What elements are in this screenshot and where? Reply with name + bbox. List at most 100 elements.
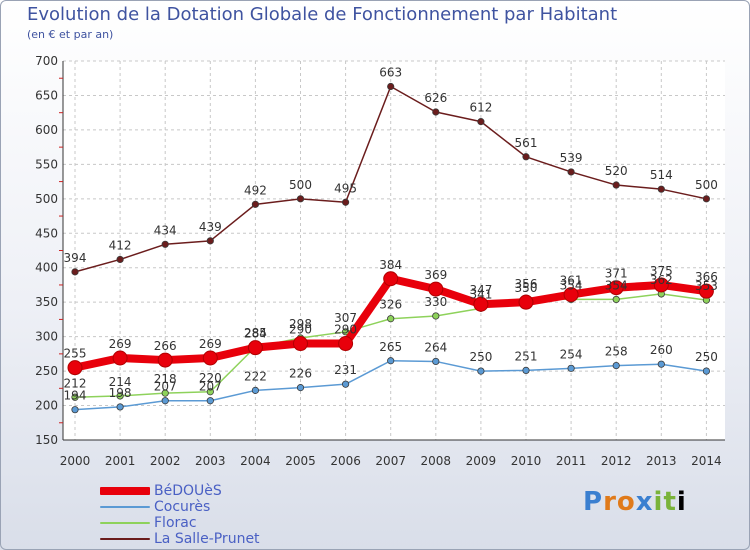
data-label: 214: [109, 375, 132, 389]
data-label: 354: [605, 278, 628, 292]
data-point: [387, 315, 395, 323]
data-label: 362: [650, 273, 673, 287]
y-tick-label: 550: [35, 157, 58, 171]
legend-label: La Salle-Prunet: [154, 531, 260, 547]
data-label: 514: [650, 168, 673, 182]
data-label: 254: [560, 347, 583, 361]
data-point: [428, 281, 444, 297]
data-label: 500: [289, 178, 312, 192]
legend-swatch: [100, 522, 150, 524]
x-tick-label: 2004: [240, 454, 271, 468]
data-point: [608, 280, 624, 296]
data-label: 269: [109, 337, 132, 351]
x-tick-label: 2005: [285, 454, 316, 468]
data-point: [71, 393, 79, 401]
data-label: 220: [199, 371, 222, 385]
x-tick-label: 2008: [421, 454, 452, 468]
data-point: [387, 357, 395, 365]
data-label: 222: [244, 369, 267, 383]
data-label: 384: [379, 258, 402, 272]
data-label: 207: [199, 380, 222, 394]
data-label: 369: [424, 268, 447, 282]
data-label: 251: [515, 349, 538, 363]
y-tick-label: 700: [35, 54, 58, 68]
data-label: 520: [605, 164, 628, 178]
data-point: [341, 328, 350, 336]
data-point: [251, 200, 259, 208]
legend-swatch: [100, 487, 150, 495]
data-label: 375: [650, 264, 673, 278]
data-point: [71, 406, 79, 414]
data-point: [67, 360, 83, 376]
data-label: 212: [64, 376, 87, 390]
data-point: [477, 118, 485, 126]
data-label: 198: [109, 386, 132, 400]
data-label: 492: [244, 183, 267, 197]
data-point: [161, 240, 169, 248]
data-point: [612, 181, 620, 189]
x-tick-label: 2012: [601, 454, 632, 468]
x-tick-label: 2010: [511, 454, 542, 468]
data-point: [567, 364, 575, 372]
data-point: [653, 277, 669, 293]
data-point: [477, 367, 485, 375]
data-point: [383, 271, 399, 287]
y-tick-label: 150: [35, 433, 58, 447]
data-label: 612: [469, 101, 492, 115]
data-label: 347: [469, 283, 492, 297]
chart-title: Evolution de la Dotation Globale de Fonc…: [27, 4, 618, 25]
x-tick-label: 2006: [330, 454, 361, 468]
y-tick-label: 450: [35, 226, 58, 240]
data-label: 194: [64, 389, 87, 403]
data-point: [702, 195, 711, 203]
data-label: 353: [695, 279, 718, 293]
data-point: [432, 108, 440, 116]
data-label: 412: [109, 238, 132, 252]
data-label: 495: [334, 181, 357, 195]
data-label: 350: [515, 281, 538, 295]
data-label: 341: [469, 287, 492, 301]
data-label: 394: [64, 251, 87, 265]
legend-swatch: [100, 506, 150, 508]
data-point: [612, 295, 620, 304]
data-point: [702, 367, 711, 375]
data-point: [202, 350, 218, 366]
data-label: 434: [154, 223, 177, 237]
x-tick-label: 2002: [150, 454, 181, 468]
data-point: [296, 195, 305, 203]
chart-subtitle: (en € et par an): [27, 28, 114, 41]
data-point: [567, 168, 575, 176]
data-label: 539: [560, 151, 583, 165]
data-label: 439: [199, 220, 222, 234]
x-tick-label: 2001: [105, 454, 136, 468]
data-label: 269: [199, 337, 222, 351]
data-point: [206, 397, 214, 405]
legend-swatch: [100, 538, 150, 540]
y-tick-label: 350: [35, 295, 58, 309]
y-tick-label: 200: [35, 399, 58, 413]
x-tick-label: 2000: [60, 454, 91, 468]
data-point: [522, 366, 530, 375]
y-tick-label: 400: [35, 261, 58, 275]
data-label: 361: [560, 274, 583, 288]
data-point: [71, 268, 79, 276]
data-label: 626: [424, 91, 447, 105]
data-label: 561: [515, 136, 538, 150]
data-label: 330: [424, 295, 447, 309]
legend-label: BéDOUèS: [154, 483, 222, 499]
data-point: [518, 294, 534, 310]
data-point: [657, 185, 665, 193]
data-point: [206, 237, 214, 245]
x-tick-label: 2013: [646, 454, 677, 468]
data-label: 354: [560, 278, 583, 292]
data-label: 255: [64, 347, 87, 361]
data-label: 265: [379, 340, 402, 354]
x-tick-label: 2014: [691, 454, 722, 468]
legend-label: Cocurès: [154, 499, 211, 515]
data-point: [247, 340, 263, 356]
data-label: 266: [154, 339, 177, 353]
y-tick-label: 500: [35, 192, 58, 206]
data-point: [432, 357, 440, 366]
data-point: [341, 380, 350, 388]
data-label: 260: [650, 343, 673, 357]
